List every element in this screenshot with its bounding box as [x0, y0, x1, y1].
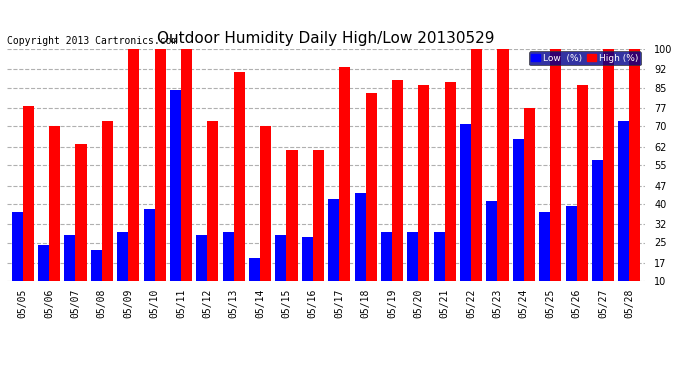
Bar [128, 49, 139, 281]
Bar [64, 235, 75, 281]
Bar [366, 93, 377, 281]
Bar [155, 49, 166, 281]
Bar [539, 211, 550, 281]
Bar [629, 49, 640, 281]
Bar [117, 232, 128, 281]
Bar [392, 80, 403, 281]
Title: Outdoor Humidity Daily High/Low 20130529: Outdoor Humidity Daily High/Low 20130529 [157, 31, 495, 46]
Bar [407, 232, 418, 281]
Bar [275, 235, 286, 281]
Bar [592, 160, 603, 281]
Bar [102, 121, 113, 281]
Bar [75, 144, 86, 281]
Bar [181, 49, 192, 281]
Bar [381, 232, 392, 281]
Bar [445, 82, 456, 281]
Bar [577, 85, 588, 281]
Bar [223, 232, 234, 281]
Bar [38, 245, 49, 281]
Bar [23, 106, 34, 281]
Bar [486, 201, 497, 281]
Bar [524, 108, 535, 281]
Bar [513, 139, 524, 281]
Bar [550, 49, 561, 281]
Bar [471, 49, 482, 281]
Legend: Low  (%), High (%): Low (%), High (%) [529, 51, 640, 65]
Bar [603, 49, 614, 281]
Bar [12, 211, 23, 281]
Bar [328, 199, 339, 281]
Bar [339, 67, 351, 281]
Bar [49, 126, 60, 281]
Bar [249, 258, 260, 281]
Bar [460, 124, 471, 281]
Bar [618, 121, 629, 281]
Bar [196, 235, 207, 281]
Bar [170, 90, 181, 281]
Bar [418, 85, 429, 281]
Bar [313, 150, 324, 281]
Bar [497, 49, 509, 281]
Bar [144, 209, 155, 281]
Bar [355, 194, 366, 281]
Bar [433, 232, 445, 281]
Bar [91, 250, 102, 281]
Bar [286, 150, 297, 281]
Bar [260, 126, 271, 281]
Bar [566, 206, 577, 281]
Bar [207, 121, 219, 281]
Bar [234, 72, 245, 281]
Bar [302, 237, 313, 281]
Text: Copyright 2013 Cartronics.com: Copyright 2013 Cartronics.com [7, 36, 177, 46]
